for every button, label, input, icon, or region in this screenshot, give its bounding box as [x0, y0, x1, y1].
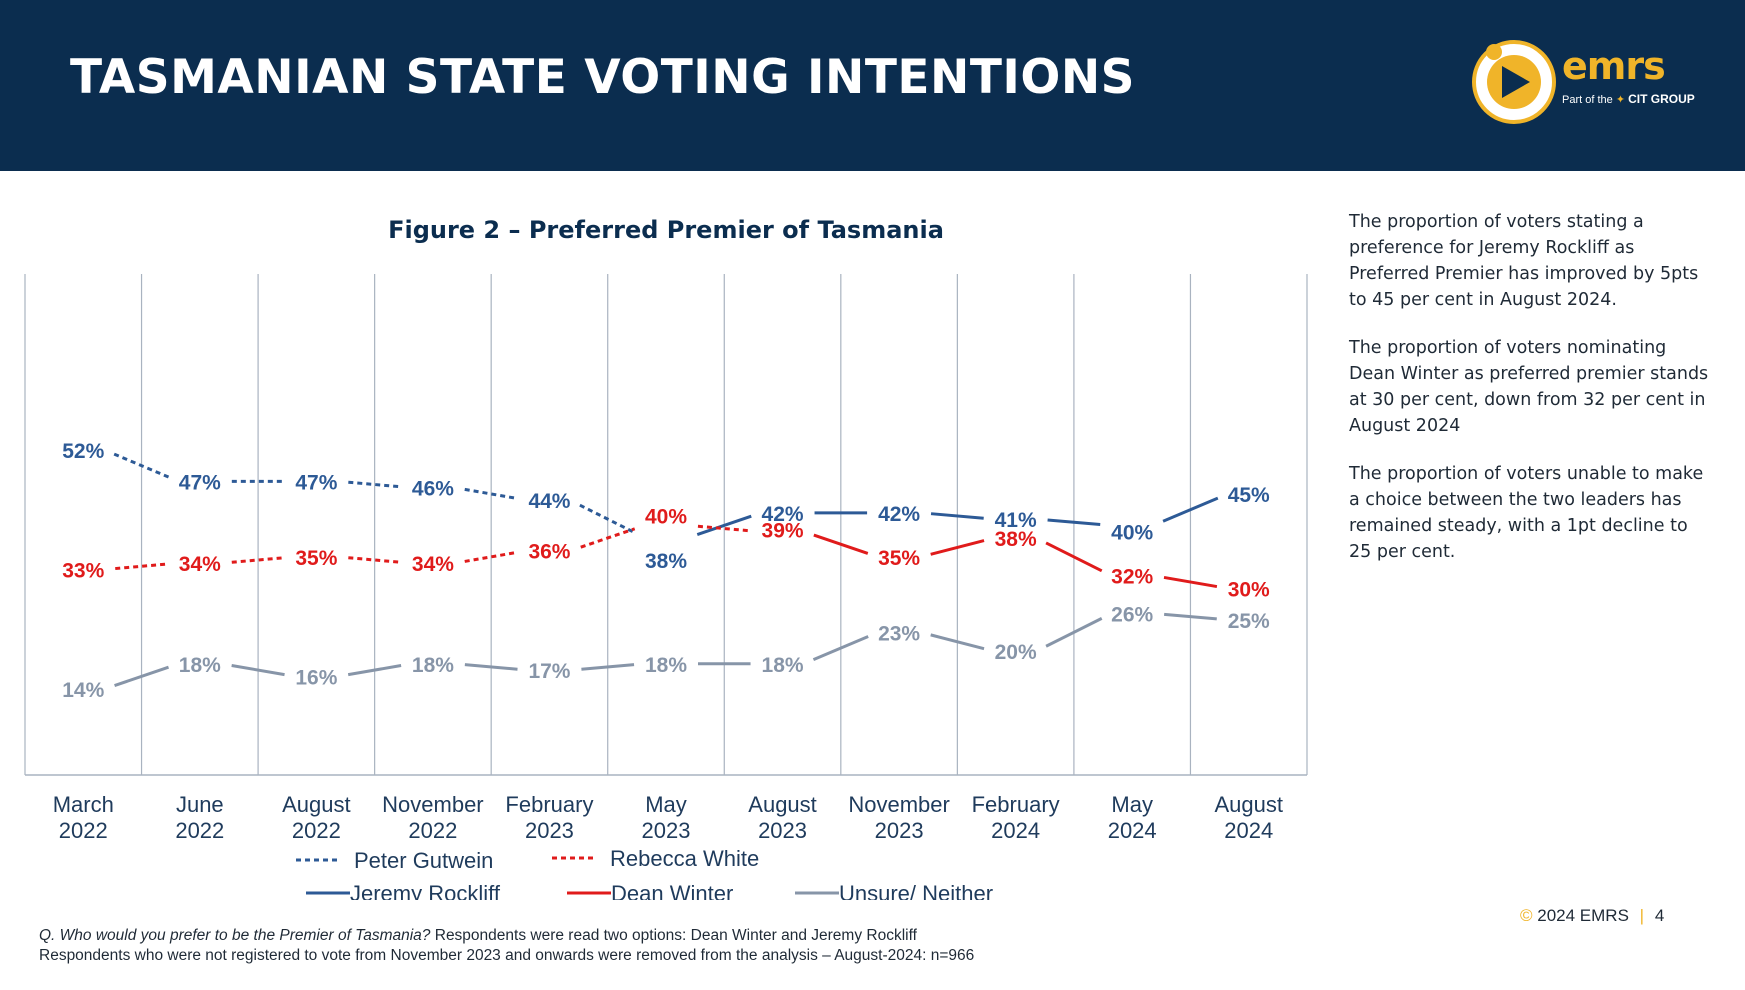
x-tick-label: March 2022: [53, 792, 114, 843]
x-tick-label: February 2024: [972, 792, 1060, 843]
series-line-segment: [113, 452, 170, 479]
data-label: 34%: [179, 553, 221, 576]
data-label: 20%: [995, 641, 1037, 664]
logo-subtitle: Part of the ✦ CIT GROUP: [1562, 92, 1695, 106]
series-line-segment: [579, 503, 637, 535]
commentary-paragraph: The proportion of voters stating a prefe…: [1349, 212, 1699, 310]
data-label: 18%: [645, 654, 687, 677]
series-line-segment: [580, 527, 636, 549]
data-label: 34%: [412, 553, 454, 576]
series-line-segment: [930, 512, 984, 520]
data-label: 35%: [878, 547, 920, 570]
x-tick-label: May 2023: [642, 792, 691, 843]
series-line-segment: [464, 663, 518, 671]
data-label: 42%: [762, 503, 804, 526]
data-label: 35%: [295, 547, 337, 570]
slide-title: TASMANIAN STATE VOTING INTENTIONS: [70, 50, 1136, 105]
data-label: 41%: [995, 509, 1037, 532]
series-line-segment: [231, 664, 285, 677]
data-label: 38%: [645, 550, 687, 573]
data-label: 47%: [179, 471, 221, 494]
series-line-segment: [581, 663, 635, 671]
x-tick-label: November 2022: [382, 792, 483, 843]
data-label: 14%: [62, 679, 104, 702]
commentary-paragraph: The proportion of voters nominating Dean…: [1349, 338, 1709, 436]
series-line-segment: [114, 665, 170, 687]
header-banner: TASMANIAN STATE VOTING INTENTIONS emrs P…: [0, 0, 1745, 171]
line-chart: March 2022 June 2022 August 2022 November 2022 F…: [24, 274, 1308, 900]
data-label: 44%: [528, 490, 570, 513]
x-tick-label: August 2022: [282, 792, 351, 843]
data-label: 32%: [1111, 566, 1153, 589]
data-label: 47%: [295, 471, 337, 494]
commentary-paragraph: The proportion of voters unable to make …: [1349, 464, 1704, 562]
logo-sub-prefix: Part of the: [1562, 94, 1613, 106]
x-tick-label: February 2023: [505, 792, 593, 843]
x-tick-label: May 2024: [1108, 792, 1157, 843]
data-label: 45%: [1228, 484, 1270, 507]
footnote: Q. Who would you prefer to be the Premie…: [39, 926, 974, 966]
series-line-segment: [1045, 617, 1103, 648]
data-label: 40%: [645, 505, 687, 528]
data-label: 46%: [412, 478, 454, 501]
data-label: 40%: [1111, 521, 1153, 544]
logo-wordmark: emrs: [1562, 44, 1666, 88]
data-label: 18%: [412, 654, 454, 677]
series-line-segment: [1045, 541, 1103, 573]
data-label: 42%: [878, 503, 920, 526]
series-line-segment: [1163, 575, 1218, 589]
series-line-segment: [1047, 518, 1101, 527]
data-label: 38%: [995, 528, 1037, 551]
series-line-segment: [812, 635, 869, 661]
figure-title: Figure 2 – Preferred Premier of Tasmania: [388, 216, 944, 244]
series-line-segment: [696, 514, 752, 537]
legend-label: Dean Winter: [611, 881, 733, 900]
data-label: 30%: [1228, 578, 1270, 601]
copyright-icon: ©: [1520, 906, 1533, 925]
series-line-segment: [930, 539, 985, 556]
copyright-text: 2024 EMRS: [1537, 906, 1629, 925]
x-tick-label: June 2022: [175, 792, 224, 843]
footnote-line2: Respondents who were not registered to v…: [39, 947, 975, 964]
data-label: 52%: [62, 440, 104, 463]
data-label: 17%: [528, 660, 570, 683]
footnote-question: Q. Who would you prefer to be the Premie…: [39, 927, 431, 944]
data-label: 23%: [878, 622, 920, 645]
x-tick-label: November 2023: [848, 792, 949, 843]
x-tick-label: August 2023: [748, 792, 817, 843]
legend-label: Rebecca White: [610, 846, 759, 871]
emrs-logo: emrs Part of the ✦ CIT GROUP: [1470, 38, 1700, 126]
data-label: 33%: [62, 559, 104, 582]
series-line-segment: [1164, 612, 1217, 621]
page-number: 4: [1654, 906, 1665, 925]
legend-label: Unsure/ Neither: [839, 881, 993, 900]
commentary: The proportion of voters stating a prefe…: [1349, 209, 1709, 587]
logo-sub-group: CIT GROUP: [1628, 92, 1695, 106]
data-label: 25%: [1228, 610, 1270, 633]
legend-label: Jeremy Rockliff: [350, 881, 501, 900]
copyright: © 2024 EMRS | 4: [1520, 906, 1665, 925]
data-label: 16%: [295, 666, 337, 689]
footnote-line1: Respondents were read two options: Dean …: [430, 927, 917, 944]
series-line-segment: [347, 664, 402, 677]
data-label: 39%: [762, 520, 804, 543]
x-tick-label: August 2024: [1214, 792, 1283, 843]
emrs-logo-mark-icon: [1472, 40, 1556, 124]
data-label: 18%: [179, 654, 221, 677]
data-label: 36%: [528, 541, 570, 564]
data-label: 18%: [762, 654, 804, 677]
legend-label: Peter Gutwein: [354, 848, 493, 873]
series-line-segment: [813, 533, 869, 555]
series-line-segment: [1162, 496, 1219, 523]
series-line-segment: [930, 633, 985, 651]
data-label: 26%: [1111, 603, 1153, 626]
